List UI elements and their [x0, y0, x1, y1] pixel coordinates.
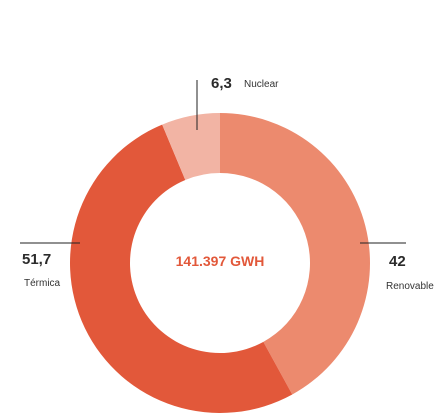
- center-total-label: 141.397 GWH: [176, 253, 265, 269]
- slices-group: [70, 113, 371, 413]
- nuclear-label: Nuclear: [244, 79, 279, 90]
- renovable-value: 42: [389, 253, 406, 270]
- slice-termica: [70, 124, 293, 413]
- termica-value: 51,7: [22, 251, 51, 268]
- termica-label: Térmica: [24, 278, 61, 289]
- renovable-label: Renovable: [386, 281, 434, 292]
- slice-renovable: [220, 113, 371, 395]
- slice-nuclear: [162, 113, 220, 180]
- nuclear-value: 6,3: [211, 75, 232, 92]
